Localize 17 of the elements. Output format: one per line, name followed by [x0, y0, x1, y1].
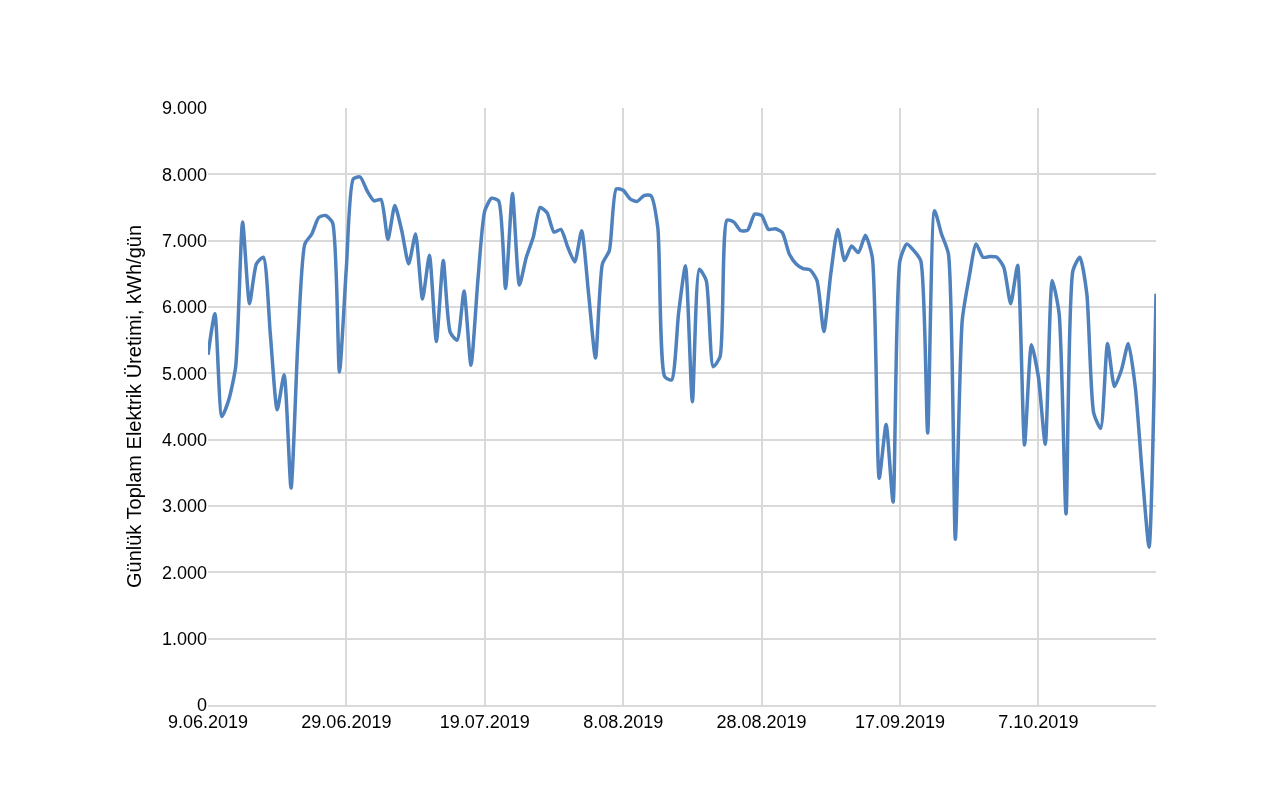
y-tick-label: 6.000	[161, 297, 207, 318]
x-tick-label: 7.10.2019	[998, 712, 1079, 733]
y-tick-label: 2.000	[161, 562, 207, 583]
y-tick-label: 3.000	[161, 496, 207, 517]
x-tick-label: 19.07.2019	[439, 712, 530, 733]
y-tick-label: 8.000	[161, 164, 207, 185]
y-tick-label: 1.000	[161, 628, 207, 649]
line-series	[208, 175, 1156, 549]
x-tick-label: 29.06.2019	[301, 712, 392, 733]
y-tick-label: 7.000	[161, 230, 207, 251]
x-tick-label: 28.08.2019	[716, 712, 807, 733]
y-tick-label: 9.000	[161, 98, 207, 119]
y-axis-title: Günlük Toplam Elektrik Üretimi, kWh/gün	[123, 224, 146, 589]
y-tick-label: 5.000	[161, 363, 207, 384]
x-tick-label: 17.09.2019	[854, 712, 946, 733]
y-tick-label: 4.000	[161, 429, 207, 450]
x-tick-label: 8.08.2019	[583, 712, 664, 733]
